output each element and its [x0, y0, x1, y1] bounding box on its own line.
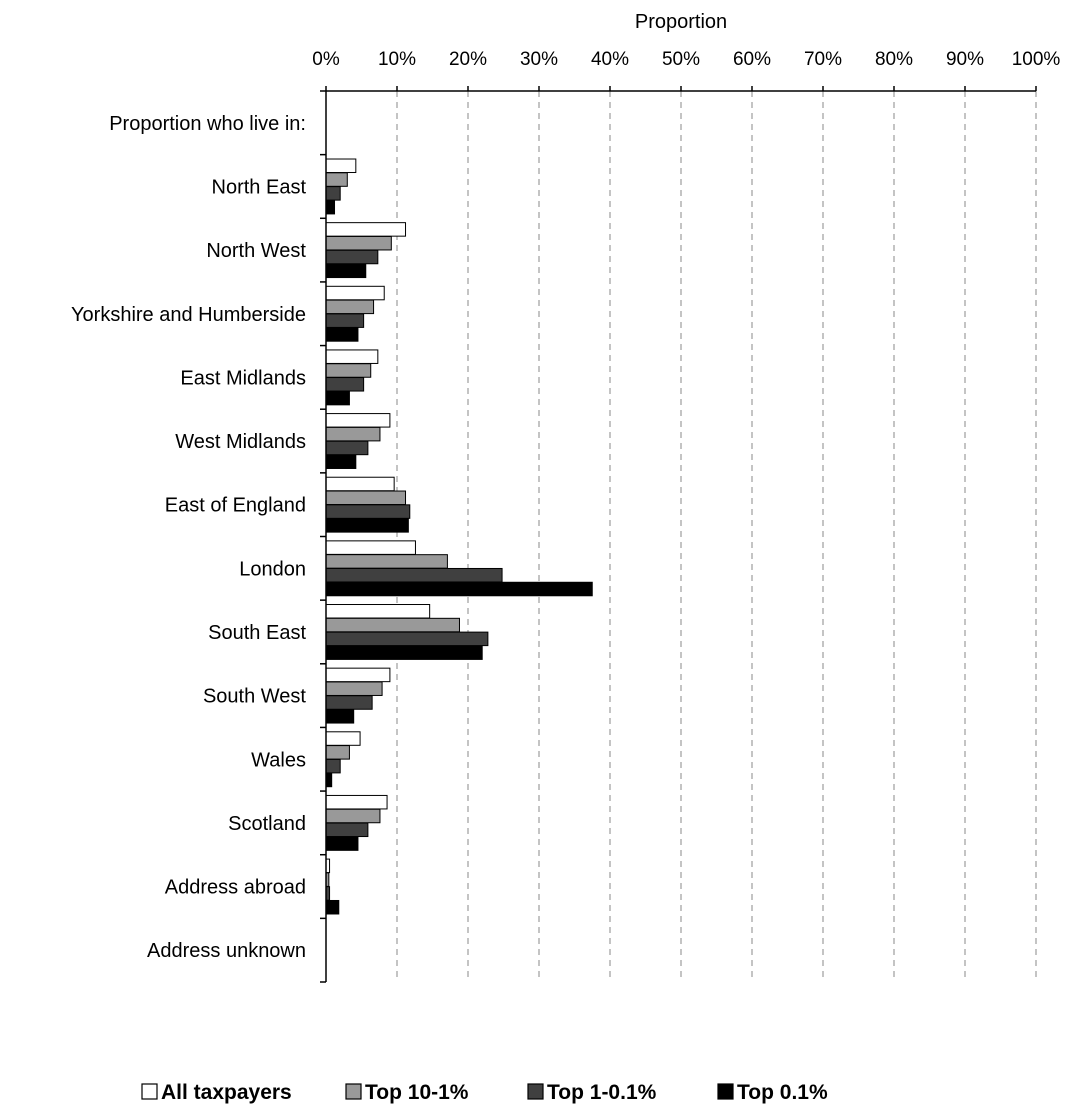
legend-swatch	[141, 1083, 158, 1100]
gridlines	[396, 91, 1037, 982]
legend-label: All taxpayers	[161, 1081, 292, 1104]
bar	[325, 731, 361, 746]
bar	[325, 695, 373, 710]
x-tick-label: 30%	[520, 49, 558, 70]
bar	[325, 172, 348, 187]
bar	[325, 299, 375, 315]
legend-swatch	[345, 1083, 362, 1100]
bar	[325, 794, 388, 810]
bar	[325, 709, 355, 724]
bar	[325, 581, 593, 597]
bar	[325, 454, 357, 469]
bar	[325, 617, 460, 633]
x-tick-label: 10%	[378, 49, 416, 70]
legend-label: Top 1-0.1%	[547, 1081, 657, 1104]
bar	[325, 413, 391, 428]
bar	[325, 158, 357, 174]
bar	[325, 249, 379, 265]
category-label: West Midlands	[175, 431, 306, 453]
x-tick-label: 80%	[875, 49, 913, 70]
x-tick-label: 20%	[449, 49, 487, 70]
category-label: Address abroad	[165, 877, 306, 899]
bar	[325, 222, 407, 237]
category-label: Proportion who live in:	[109, 113, 306, 135]
bar	[325, 377, 365, 392]
bar	[325, 540, 416, 555]
category-label: Wales	[251, 749, 306, 771]
bar	[325, 235, 392, 251]
bar	[325, 263, 367, 279]
bar	[325, 808, 381, 824]
bar	[325, 199, 336, 215]
bar	[325, 604, 431, 619]
bar	[325, 667, 391, 683]
bar	[325, 772, 333, 788]
bars	[325, 158, 593, 915]
category-label: East Midlands	[180, 367, 306, 389]
category-label: North East	[212, 176, 307, 198]
x-tick-label: 0%	[312, 49, 340, 70]
bar	[325, 745, 350, 760]
bar	[325, 186, 341, 201]
category-label: London	[239, 558, 306, 580]
bar	[325, 681, 383, 696]
x-tick-label: 40%	[591, 49, 629, 70]
category-label: East of England	[165, 495, 306, 517]
x-tick-labels: 0% 10% 20% 30% 40% 50% 60% 70% 80% 90% 100%	[312, 49, 1060, 70]
bar	[325, 490, 407, 506]
bar	[325, 758, 341, 774]
bar	[325, 645, 483, 660]
bar	[325, 327, 359, 342]
category-label: Scotland	[228, 813, 306, 835]
legend-swatch	[527, 1083, 544, 1100]
category-label: Address unknown	[147, 940, 306, 962]
category-label: Yorkshire and Humberside	[71, 304, 306, 326]
bar	[325, 426, 381, 442]
bar	[325, 518, 409, 533]
bar	[325, 836, 359, 851]
bar	[325, 554, 448, 569]
x-tick-label: 90%	[946, 49, 984, 70]
bar	[325, 440, 369, 456]
bar	[325, 899, 340, 915]
x-axis-title: Proportion	[635, 11, 727, 33]
legend-label: Top 10-1%	[365, 1081, 469, 1104]
legend-swatch	[717, 1083, 734, 1100]
x-tick-label: 100%	[1012, 49, 1061, 70]
category-label: South West	[203, 686, 306, 708]
bar	[325, 631, 489, 647]
bar	[325, 313, 365, 328]
bar	[325, 363, 372, 378]
category-label: North West	[206, 240, 306, 262]
bar	[325, 390, 350, 406]
x-tick-label: 60%	[733, 49, 771, 70]
bar	[325, 476, 395, 492]
bar	[325, 504, 411, 519]
legend: All taxpayers Top 10-1% Top 1-0.1% Top 0.1%	[141, 1081, 828, 1104]
bar	[325, 567, 503, 583]
category-labels: Proportion who live in: North East North W…	[71, 113, 306, 962]
category-label: South East	[208, 622, 306, 644]
bar	[325, 285, 385, 301]
bar	[325, 822, 369, 838]
x-tick-label: 70%	[804, 49, 842, 70]
bar	[325, 349, 379, 364]
legend-label: Top 0.1%	[737, 1081, 828, 1104]
axes	[320, 86, 1037, 983]
x-tick-label: 50%	[662, 49, 700, 70]
